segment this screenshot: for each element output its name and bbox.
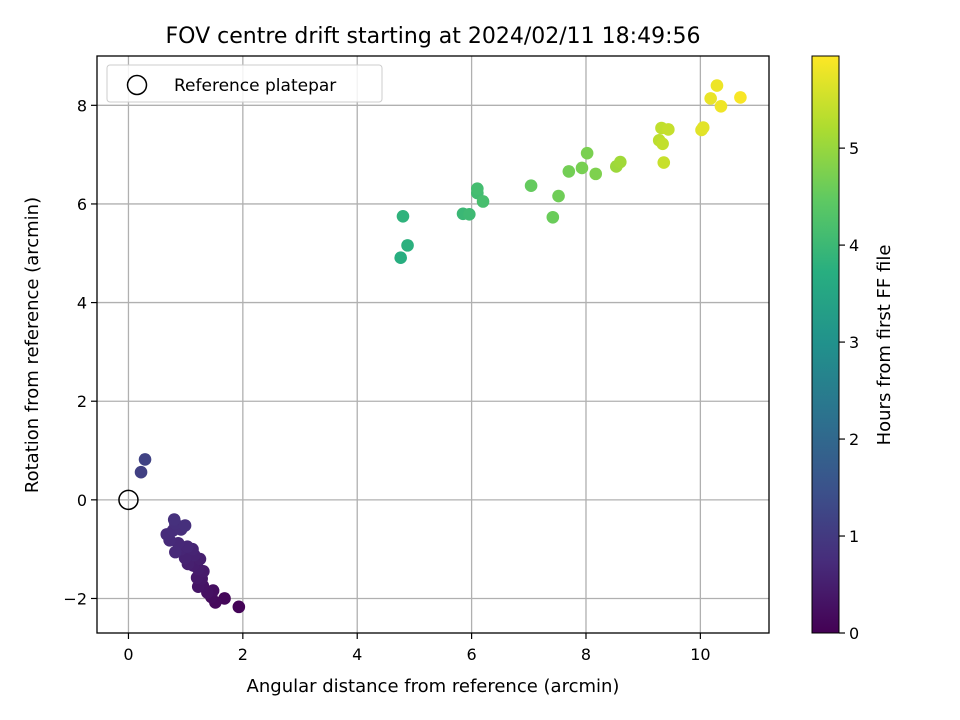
data-point <box>232 600 246 614</box>
colorbar-gradient <box>811 55 840 634</box>
data-point <box>562 165 576 178</box>
legend-marker-reference <box>126 74 148 96</box>
data-point <box>178 519 192 532</box>
data-point <box>546 210 560 224</box>
x-axis: 0 2 4 6 8 10 <box>123 633 711 664</box>
data-point <box>396 209 410 223</box>
data-point <box>710 79 724 92</box>
colorbar-tick-label: 0 <box>849 624 859 643</box>
data-point <box>714 100 728 113</box>
y-tick-label: 8 <box>77 96 87 115</box>
data-point <box>704 92 717 105</box>
data-point <box>662 123 675 136</box>
data-point <box>696 121 710 134</box>
colorbar-tick-label: 1 <box>849 527 859 546</box>
colorbar-label: Hours from first FF file <box>874 245 895 446</box>
data-point <box>394 251 407 265</box>
data-point <box>138 453 152 466</box>
colorbar-tick-label: 2 <box>849 430 859 449</box>
x-axis-label: Angular distance from reference (arcmin) <box>247 676 620 697</box>
colorbar: 0 1 2 3 4 5 Hours from first FF file <box>811 55 895 643</box>
data-point <box>657 156 671 169</box>
y-tick-label: 6 <box>77 195 87 214</box>
reference-platepar-marker <box>118 489 139 511</box>
x-tick-label: 2 <box>238 645 248 664</box>
x-tick-label: 6 <box>467 645 477 664</box>
y-tick-label: −2 <box>63 589 87 608</box>
data-point <box>463 208 476 221</box>
colorbar-tick-label: 4 <box>849 236 859 255</box>
x-tick-label: 0 <box>123 645 133 664</box>
data-point <box>734 91 747 104</box>
data-point <box>580 146 594 160</box>
legend-label-reference: Reference platepar <box>174 76 336 96</box>
colorbar-tick-label: 3 <box>849 333 859 352</box>
legend-box <box>106 64 383 103</box>
legend: Reference platepar <box>106 64 383 103</box>
x-tick-label: 8 <box>581 645 591 664</box>
data-point <box>575 161 589 175</box>
y-axis-label: Rotation from reference (arcmin) <box>22 197 43 493</box>
y-tick-label: 0 <box>77 491 87 510</box>
data-point <box>167 513 181 526</box>
colorbar-ticks: 0 1 2 3 4 5 <box>839 139 859 643</box>
plot-frame <box>96 55 770 634</box>
data-point <box>476 195 490 208</box>
x-tick-label: 4 <box>352 645 362 664</box>
x-tick-label: 10 <box>690 645 710 664</box>
data-point <box>614 155 627 169</box>
data-point <box>401 239 414 252</box>
reference-marker <box>118 489 139 511</box>
data-point <box>589 167 603 181</box>
chart-title: FOV centre drift starting at 2024/02/11 … <box>166 24 701 49</box>
data-point <box>471 182 484 195</box>
data-point <box>552 189 565 203</box>
data-points <box>134 79 747 614</box>
colorbar-tick-label: 5 <box>849 139 859 158</box>
data-point <box>524 179 538 193</box>
data-point <box>656 137 669 151</box>
data-point <box>169 545 182 559</box>
y-axis: −2 0 2 4 6 8 <box>63 96 97 608</box>
y-tick-label: 4 <box>77 294 87 313</box>
y-tick-label: 2 <box>77 392 87 411</box>
data-point <box>134 465 148 479</box>
